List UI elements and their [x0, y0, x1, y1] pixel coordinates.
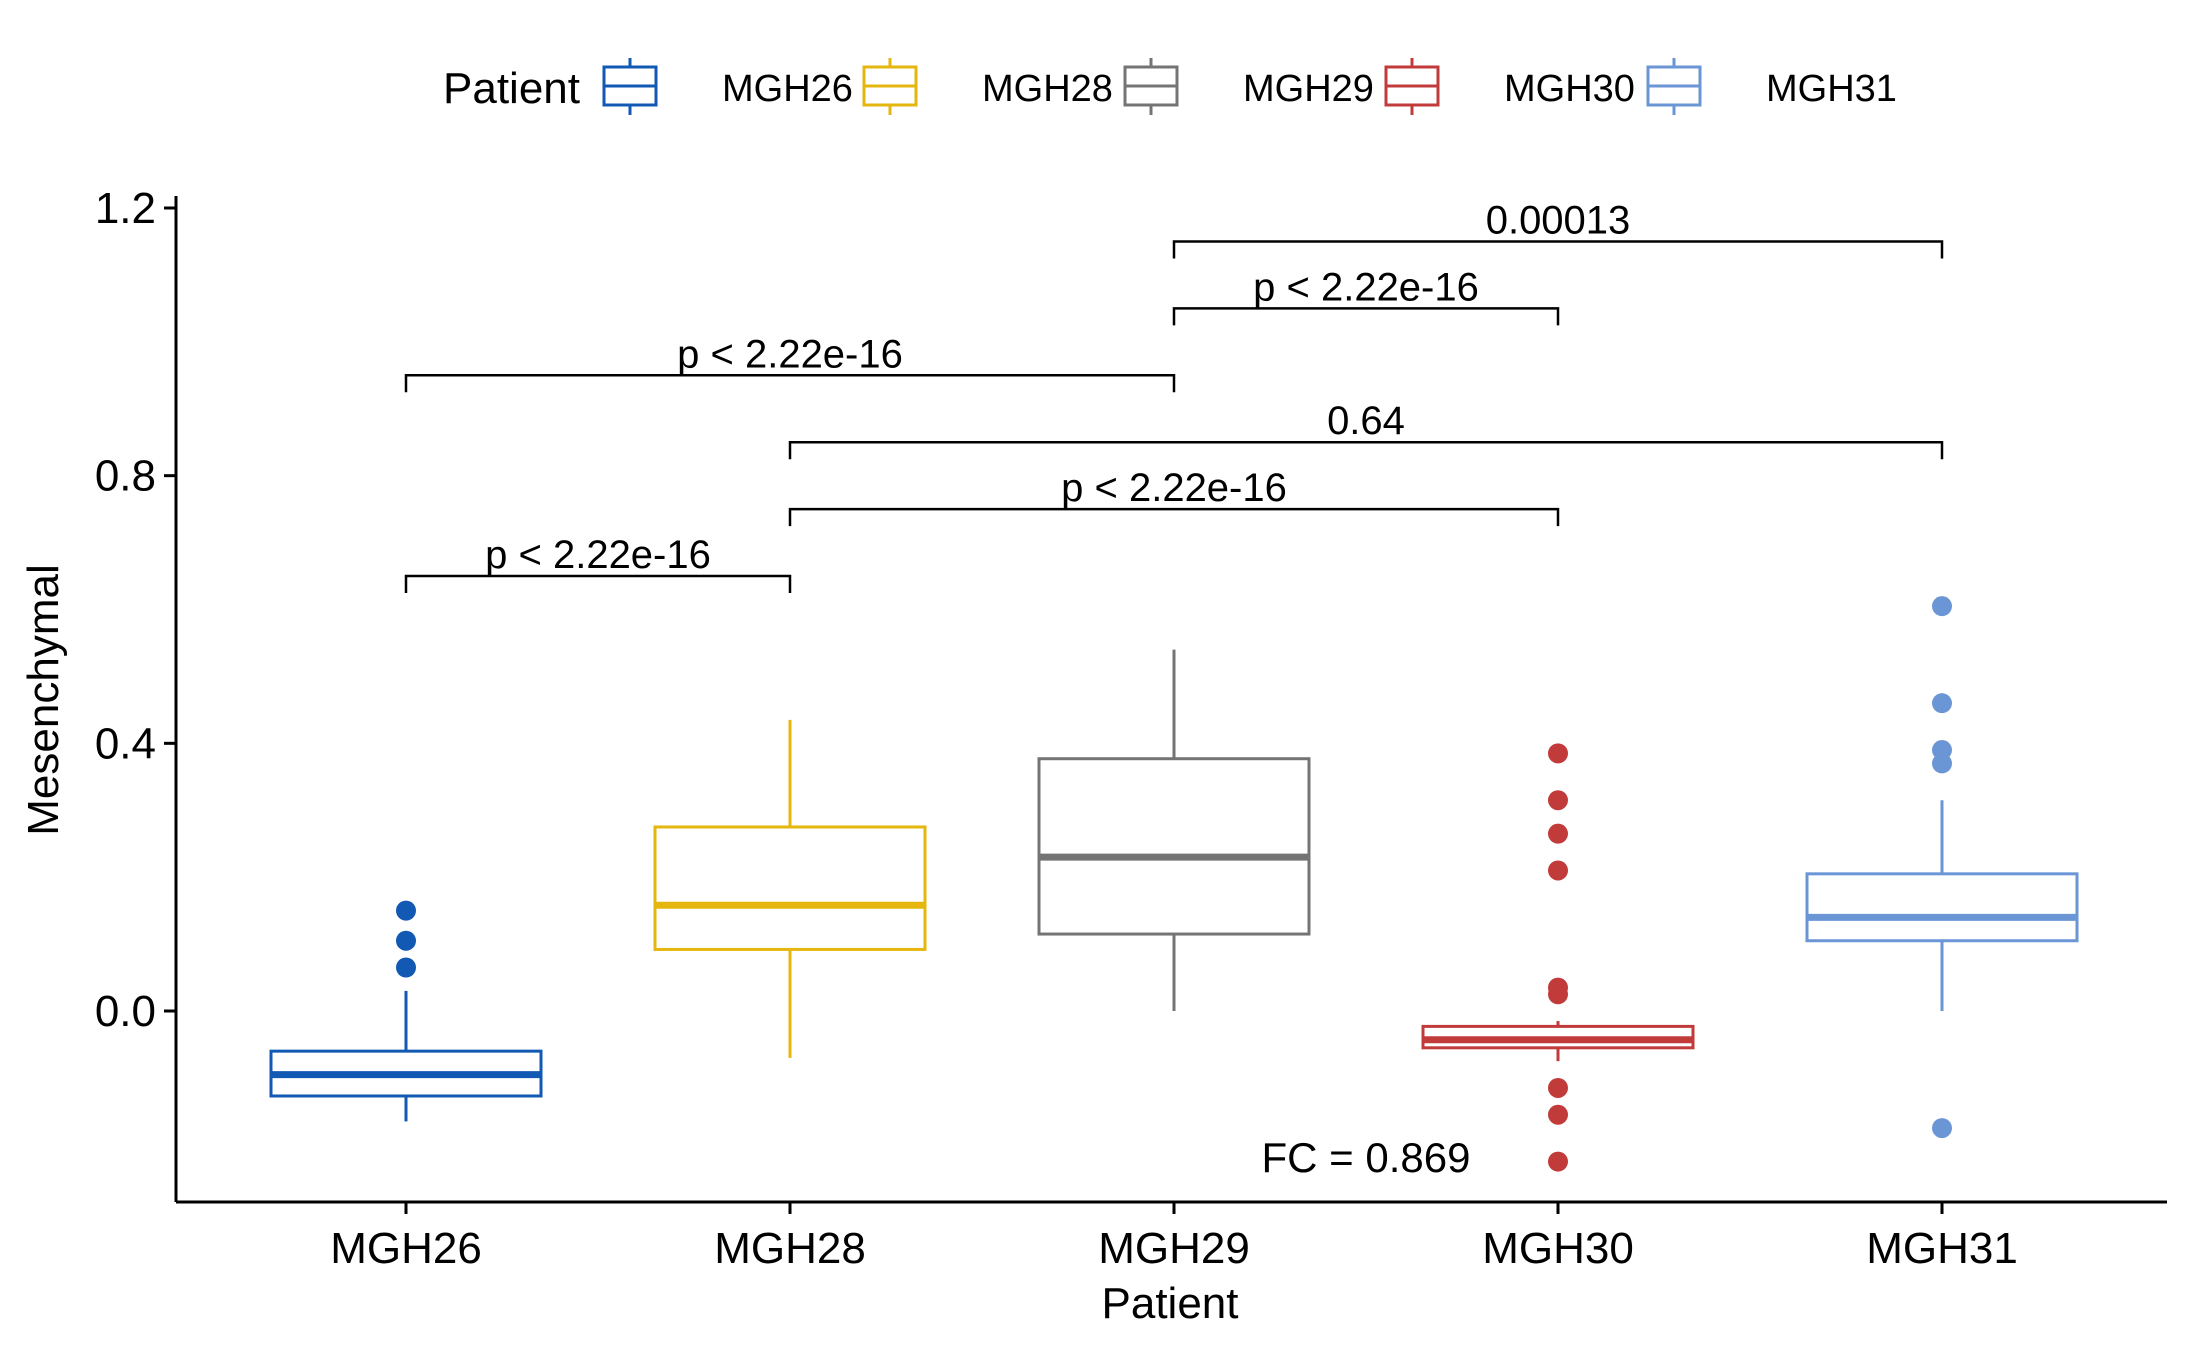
bracket-label: p < 2.22e-16	[485, 533, 711, 577]
outlier-point	[396, 900, 416, 921]
legend-label: MGH29	[1243, 68, 1374, 110]
box-mgh29	[1037, 649, 1311, 1011]
x-tick-label: MGH26	[330, 1224, 482, 1273]
outlier-point	[1932, 1118, 1952, 1139]
legend-label: MGH28	[982, 68, 1113, 110]
y-axis-title: Mesenchymal	[19, 564, 68, 835]
outlier-point	[396, 930, 416, 951]
y-tick-label: 1.2	[95, 184, 156, 233]
comparison-bracket: p < 2.22e-16	[404, 533, 792, 594]
outlier-point	[1932, 693, 1952, 714]
legend-item-mgh26: MGH26	[602, 58, 853, 115]
outlier-point	[1548, 860, 1568, 881]
outlier-point	[1548, 743, 1568, 764]
y-tick-label: 0.4	[95, 719, 156, 768]
comparison-bracket: 0.64	[788, 399, 1944, 460]
bracket-line	[1172, 307, 1560, 326]
bracket-label: p < 2.22e-16	[1061, 466, 1287, 510]
bracket-label: p < 2.22e-16	[677, 332, 903, 376]
x-tick-label: MGH31	[1866, 1224, 2018, 1273]
bracket-label: p < 2.22e-16	[1253, 265, 1479, 309]
x-tick-label: MGH28	[714, 1224, 866, 1273]
outlier-point	[1548, 1151, 1568, 1172]
legend-label: MGH31	[1766, 68, 1897, 110]
iqr-box	[653, 825, 927, 951]
outlier-point	[1548, 790, 1568, 811]
bracket-line	[404, 374, 1176, 393]
outlier-point	[1548, 1077, 1568, 1098]
legend-title: Patient	[443, 64, 580, 113]
y-tick-label: 0.0	[95, 987, 156, 1036]
outlier-point	[1932, 740, 1952, 761]
fold-change-annotation: FC = 0.869	[1262, 1134, 1471, 1181]
bracket-line	[788, 440, 1944, 460]
x-axis-title: Patient	[1102, 1279, 1239, 1328]
y-tick-label: 0.8	[95, 452, 156, 501]
outlier-point	[1548, 823, 1568, 844]
legend-item-mgh31: MGH31	[1646, 58, 1897, 115]
axes: 0.0 0.4 0.8 1.2 MGH26 MGH28 MGH29 MGH30 MGH31	[95, 184, 2167, 1273]
x-tick-label: MGH29	[1098, 1224, 1250, 1273]
box-mgh31	[1805, 596, 2079, 1139]
x-tick-label: MGH30	[1482, 1224, 1634, 1273]
legend-label: MGH30	[1504, 68, 1635, 110]
legend-item-mgh28: MGH28	[862, 58, 1113, 115]
bracket-label: 0.00013	[1486, 198, 1631, 242]
bracket-line	[404, 574, 792, 594]
legend-item-mgh29: MGH29	[1123, 58, 1374, 115]
box-mgh28	[653, 719, 927, 1058]
legend-label: MGH26	[722, 68, 853, 110]
comparison-bracket: p < 2.22e-16	[404, 332, 1176, 393]
comparison-bracket: p < 2.22e-16	[788, 466, 1560, 527]
iqr-box	[1037, 757, 1311, 936]
box-mgh26	[269, 900, 543, 1122]
bracket-label: 0.64	[1327, 399, 1405, 443]
legend-item-mgh30: MGH30	[1384, 58, 1635, 115]
comparison-bracket: p < 2.22e-16	[1172, 265, 1560, 326]
comparison-bracket: 0.00013	[1172, 198, 1944, 259]
legend: Patient MGH26 MGH28 MGH29 MGH30 MGH31	[443, 58, 1897, 115]
bracket-line	[1172, 240, 1944, 259]
outlier-point	[1548, 977, 1568, 998]
bracket-line	[788, 507, 1560, 527]
outlier-point	[1548, 1104, 1568, 1125]
outlier-point	[396, 957, 416, 978]
box-mgh30	[1421, 743, 1695, 1172]
iqr-box	[1805, 872, 2079, 943]
plot-area: p < 2.22e-16 p < 2.22e-16 0.64 p < 2.22e-16…	[269, 198, 2079, 1181]
outlier-point	[1932, 596, 1952, 617]
